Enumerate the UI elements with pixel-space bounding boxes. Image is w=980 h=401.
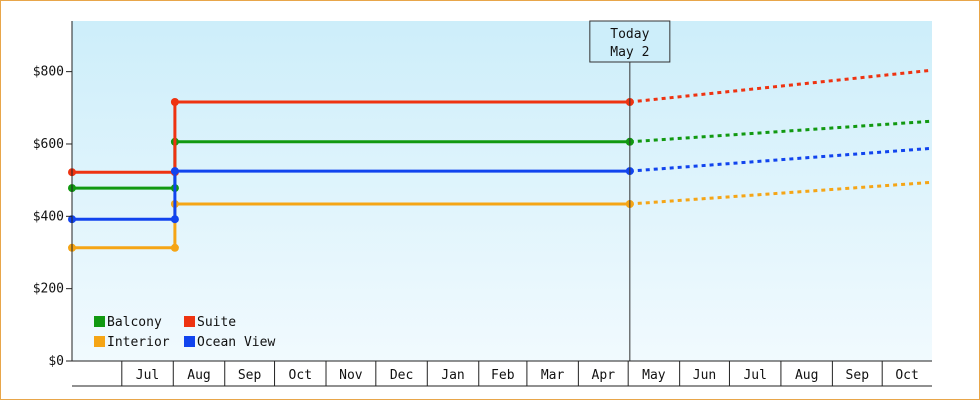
series-line-suite <box>72 100 630 174</box>
data-point-interior-1 <box>170 243 179 252</box>
x-tick-label: Aug <box>795 368 818 383</box>
x-tick-label: Aug <box>187 368 210 383</box>
data-point-ocean-view-2 <box>170 167 179 176</box>
y-tick-label: $200 <box>33 282 64 297</box>
x-tick-label: Dec <box>390 368 413 383</box>
x-tick-label: Jun <box>693 368 716 383</box>
x-tick-label: Sep <box>846 368 870 383</box>
series-layer <box>68 68 933 252</box>
legend-label-balcony: Balcony <box>107 315 162 330</box>
series-line-ocean-view <box>72 169 630 221</box>
series-forecast-suite <box>629 68 933 104</box>
x-tick-label: Oct <box>289 368 312 383</box>
legend-label-ocean-view: Ocean View <box>197 335 275 350</box>
today-marker: Today May 2 <box>589 20 671 361</box>
x-tick-label: Nov <box>339 368 363 383</box>
legend-label-suite: Suite <box>197 315 236 330</box>
x-tick-label: Apr <box>592 368 616 383</box>
x-tick-label: Jul <box>743 368 766 383</box>
legend-swatch-suite <box>184 316 195 327</box>
series-forecast-ocean-view <box>629 146 933 173</box>
x-tick-label: Oct <box>895 368 918 383</box>
series-line-interior <box>72 202 630 250</box>
today-box <box>589 20 671 63</box>
today-date-label: May 2 <box>610 45 649 60</box>
y-tick-label: $0 <box>48 354 64 369</box>
y-tick-label: $800 <box>33 65 64 80</box>
legend: Balcony Suite Interior Ocean View <box>94 315 275 350</box>
legend-label-interior: Interior <box>107 335 170 350</box>
data-point-ocean-view-1 <box>170 215 179 224</box>
y-tick-label: $400 <box>33 209 64 224</box>
series-forecast-balcony <box>629 119 933 144</box>
x-tick-label: Jan <box>441 368 464 383</box>
data-point-suite-2 <box>170 98 179 106</box>
x-tick-label: Feb <box>491 368 515 383</box>
y-tick-label: $600 <box>33 137 64 152</box>
legend-swatch-balcony <box>94 316 105 327</box>
plot-background <box>72 21 932 361</box>
x-tick-label: Mar <box>541 368 565 383</box>
legend-swatch-ocean-view <box>184 336 195 347</box>
x-tick-label: Sep <box>238 368 262 383</box>
series-forecast-interior <box>629 180 933 206</box>
axes: $0 $200 $400 $600 $800 Jul Aug Sep Oct Nov Dec Jan F… <box>33 21 932 387</box>
today-label: Today <box>610 27 649 42</box>
x-tick-label: Jul <box>136 368 159 383</box>
x-tick-label: May <box>642 368 666 383</box>
legend-swatch-interior <box>94 336 105 347</box>
